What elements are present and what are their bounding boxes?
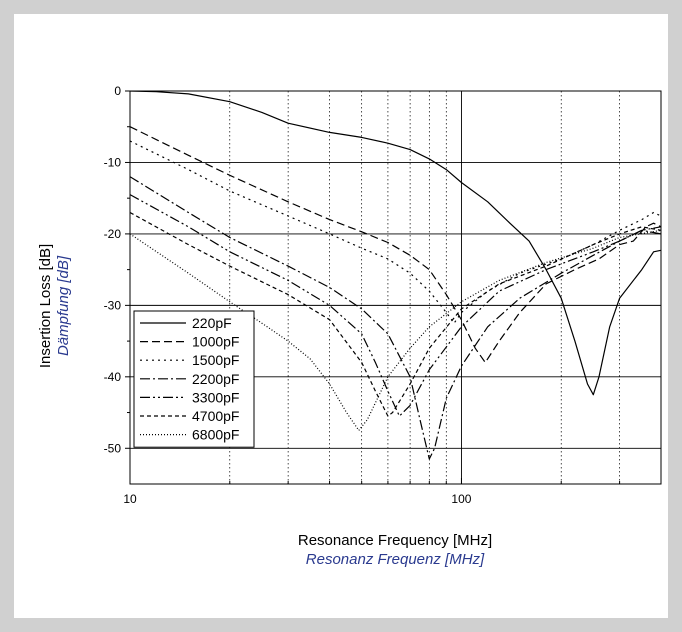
legend-label-2200pf: 2200pF	[192, 371, 239, 387]
series-layer	[130, 91, 661, 460]
y-tick-label: -20	[104, 227, 122, 241]
legend-label-220pf: 220pF	[192, 315, 232, 331]
series-line-6800pf	[130, 229, 661, 431]
x-tick-label: 100	[451, 492, 471, 506]
y-tick-label: -10	[104, 155, 122, 169]
x-axis-title-german: Resonanz Frequenz [MHz]	[306, 551, 485, 568]
y-axis-title-german: Dämpfung [dB]	[55, 255, 72, 356]
series-line-220pf	[130, 91, 661, 396]
y-axis-title: Insertion Loss [dB]	[37, 244, 54, 368]
series-line-1000pf	[130, 126, 661, 364]
x-tick-label: 10	[123, 492, 137, 506]
plot-border	[129, 90, 662, 485]
grid	[130, 91, 661, 484]
legend-label-1000pf: 1000pF	[192, 334, 239, 350]
y-tick-label: -50	[104, 441, 122, 455]
axis-ticks: 0 -10 -20 -30 -40 -50 10 100	[104, 84, 621, 506]
legend-label-1500pf: 1500pF	[192, 352, 239, 368]
y-tick-label: -40	[104, 370, 122, 384]
legend-label-6800pf: 6800pF	[192, 427, 239, 443]
legend-label-4700pf: 4700pF	[192, 408, 239, 424]
series-line-1500pf	[130, 140, 661, 324]
x-axis-title: Resonance Frequency [MHz]	[298, 532, 492, 549]
chart-panel: 0 -10 -20 -30 -40 -50 10 100 220pF 1000pF 1500pF 2…	[14, 14, 668, 618]
series-line-3300pf	[130, 194, 661, 417]
legend: 220pF 1000pF 1500pF 2200pF 3300pF 4700pF 6800p…	[133, 310, 255, 448]
series-line-2200pf	[130, 176, 661, 460]
y-tick-label: -30	[104, 298, 122, 312]
y-tick-label: 0	[114, 84, 121, 98]
legend-label-3300pf: 3300pF	[192, 389, 239, 405]
